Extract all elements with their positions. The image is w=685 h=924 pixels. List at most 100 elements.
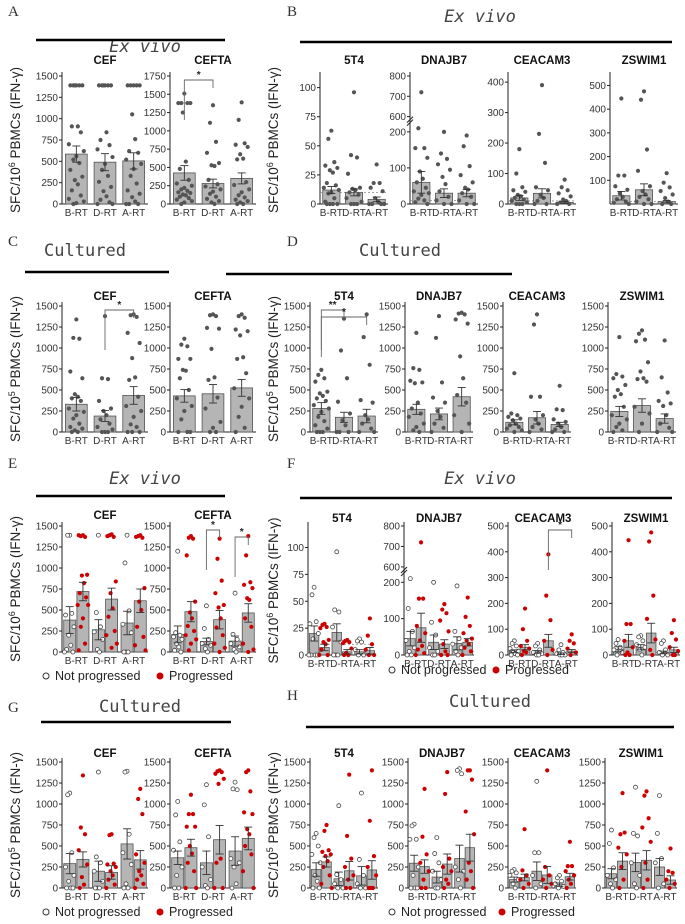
y-tick-label: 75 [293, 570, 305, 581]
data-point [527, 429, 532, 435]
chart-title: DNAJB7 [419, 748, 465, 760]
data-point-progressed [573, 650, 579, 655]
data-point [659, 375, 664, 380]
data-point-not-progressed [359, 639, 364, 645]
data-point-not-progressed [63, 864, 68, 870]
data-point [638, 97, 644, 102]
data-point [212, 163, 217, 169]
data-point-progressed [647, 539, 652, 544]
data-point-progressed [322, 828, 327, 833]
data-point-progressed [628, 621, 633, 627]
chart-b-5t4: 5T4 0 25 50 75 100 B-RT D-RT A-RT [299, 55, 388, 219]
data-point [379, 201, 384, 207]
data-point [354, 155, 360, 160]
data-point [332, 160, 337, 165]
data-point-not-progressed [434, 835, 440, 840]
data-point [96, 398, 102, 404]
data-point [313, 379, 318, 384]
legend-marker-progressed [156, 672, 164, 680]
data-point [638, 369, 643, 374]
data-point [647, 184, 653, 189]
data-point-progressed [82, 832, 88, 837]
data-point [636, 331, 642, 336]
data-point [620, 428, 625, 433]
y-tick-label: 600 [389, 112, 406, 123]
y-tick-label: 1500 [36, 72, 59, 83]
data-point [555, 201, 560, 207]
data-point-not-progressed [558, 642, 564, 648]
data-point [351, 90, 357, 95]
data-point [341, 316, 347, 321]
data-point-not-progressed [633, 784, 638, 790]
panel-h: H Cultured SFC/105 PBMCs (IFN-γ) [265, 688, 674, 898]
data-point-not-progressed [409, 823, 415, 829]
data-point [382, 201, 387, 207]
data-point-progressed [651, 593, 656, 598]
data-point [523, 189, 528, 194]
data-point-not-progressed [96, 769, 101, 775]
data-point-not-progressed [228, 856, 234, 861]
data-point [516, 424, 521, 430]
y-axis-label: SFC/105 PBMCs (IFN-γ) [7, 752, 23, 898]
data-point [186, 196, 191, 201]
data-point [326, 136, 331, 141]
data-point-not-progressed [533, 885, 539, 891]
data-point-progressed [449, 869, 454, 874]
section-title: Cultured [359, 241, 441, 261]
data-point [125, 330, 130, 335]
data-point [344, 376, 350, 381]
data-point-progressed [626, 538, 631, 543]
y-tick-label: 0 [400, 200, 406, 211]
data-point-progressed [324, 624, 329, 630]
data-point-progressed [668, 846, 673, 851]
data-point-progressed [445, 652, 450, 658]
data-point [370, 201, 375, 207]
data-point-progressed [140, 811, 145, 817]
data-point-not-progressed [630, 831, 636, 836]
data-point-progressed [79, 573, 84, 578]
data-point [348, 153, 354, 158]
data-point-progressed [548, 618, 553, 623]
data-point-progressed [422, 786, 427, 791]
y-axis-label-exponent: 6 [265, 162, 275, 167]
y-tick-label: 200 [589, 152, 606, 163]
data-point [128, 83, 133, 88]
data-point [633, 339, 639, 344]
data-point [71, 416, 76, 421]
data-point [646, 197, 651, 202]
data-point-progressed [319, 881, 324, 886]
data-point-progressed [139, 873, 144, 878]
y-tick-label: 250 [289, 407, 306, 418]
data-point-not-progressed [639, 652, 645, 658]
y-tick-label: 500 [387, 842, 404, 853]
data-point [80, 426, 85, 431]
data-point-not-progressed [93, 854, 99, 860]
category-label: A-RT [451, 659, 474, 670]
panel-b: B Ex vivo SFC/106 PBMCs (IFN-γ) [265, 4, 672, 213]
data-point [348, 201, 354, 207]
data-point-progressed [140, 535, 145, 540]
data-point [617, 421, 622, 426]
data-point-progressed [630, 645, 635, 650]
data-point [464, 201, 469, 207]
data-point-not-progressed [65, 792, 71, 798]
data-point [459, 429, 464, 435]
data-point-progressed [213, 771, 218, 776]
data-point-not-progressed [515, 652, 520, 658]
data-point-not-progressed [458, 885, 463, 891]
data-point [186, 177, 191, 182]
legend-marker-not-progressed [42, 672, 50, 680]
data-point-progressed [371, 853, 377, 859]
y-tick-label: 1000 [477, 344, 500, 355]
data-point [236, 117, 241, 122]
data-point-not-progressed [122, 560, 128, 566]
data-point [335, 399, 341, 404]
data-point-not-progressed [125, 649, 131, 655]
category-label: A-RT [230, 656, 253, 667]
data-point [77, 421, 82, 426]
data-point [130, 112, 135, 117]
data-point-progressed [82, 534, 88, 540]
data-point [133, 375, 138, 380]
data-point-not-progressed [69, 850, 75, 856]
y-tick-label: 500 [41, 842, 58, 853]
